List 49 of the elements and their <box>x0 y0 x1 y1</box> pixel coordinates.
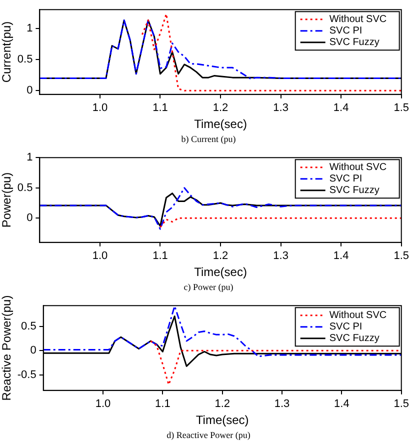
x-tick-label: 1.3 <box>274 398 290 410</box>
y-tick-label: 0.5 <box>17 54 33 66</box>
x-tick-label: 1.2 <box>214 398 230 410</box>
line-series <box>43 306 402 358</box>
x-tick-label: 1.1 <box>152 102 168 114</box>
text: c) Power (pu) <box>182 281 234 294</box>
y-tick-label: -0.5 <box>17 368 36 381</box>
y-tick-label: 0 <box>26 84 33 97</box>
y-tick-label: 1 <box>26 152 33 164</box>
x-tick-label: 1.0 <box>92 102 108 114</box>
legend-label: Without SVC <box>329 162 387 174</box>
x-tick-label: 1.1 <box>155 398 170 410</box>
x-tick-label: 1.5 <box>394 102 410 114</box>
y-tick-label: 0 <box>30 344 36 357</box>
x-tick-label: 1.2 <box>212 250 228 262</box>
x-axis-title: Time(sec) <box>194 265 247 280</box>
line-series <box>141 13 402 92</box>
x-tick-label: 1.5 <box>394 398 410 410</box>
legend-label: SVC PI <box>329 174 362 185</box>
legend-label: SVC Fuzzy <box>329 185 380 196</box>
x-tick-label: 1.0 <box>92 250 108 262</box>
y-axis-title: Current(pu) <box>0 21 14 83</box>
y-tick-label: 0.5 <box>17 182 33 194</box>
x-tick-label: 1.4 <box>334 398 350 410</box>
y-axis-title: Power(pu) <box>0 172 14 228</box>
legend-label: Without SVC <box>329 310 387 322</box>
x-tick-label: 1.3 <box>273 102 288 114</box>
x-axis-title: Time(sec) <box>194 117 247 132</box>
line-series <box>159 217 402 228</box>
text: d) Reactive Power (pu) <box>166 429 252 442</box>
legend-label: SVC Fuzzy <box>329 333 380 344</box>
y-tick-label: 1 <box>26 22 33 34</box>
x-tick-label: 1.1 <box>152 250 168 262</box>
y-tick-label: 0.5 <box>21 320 36 332</box>
legend-label: SVC PI <box>329 322 362 333</box>
x-tick-label: 1.4 <box>333 250 349 262</box>
x-tick-label: 1.2 <box>212 102 228 114</box>
line-series <box>40 187 402 230</box>
x-tick-label: 1.5 <box>394 250 410 262</box>
x-tick-label: 1.0 <box>95 398 111 410</box>
x-tick-label: 1.3 <box>273 250 288 262</box>
legend-label: SVC PI <box>329 26 362 37</box>
x-tick-label: 1.4 <box>333 102 349 114</box>
text: b) Current (pu) <box>180 133 237 146</box>
y-tick-label: 0 <box>26 212 33 224</box>
y-axis-title: Reactive Power(pu) <box>0 295 14 401</box>
legend-label: Without SVC <box>329 14 387 26</box>
x-axis-title: Time(sec) <box>196 413 249 428</box>
legend-label: SVC Fuzzy <box>329 37 380 48</box>
